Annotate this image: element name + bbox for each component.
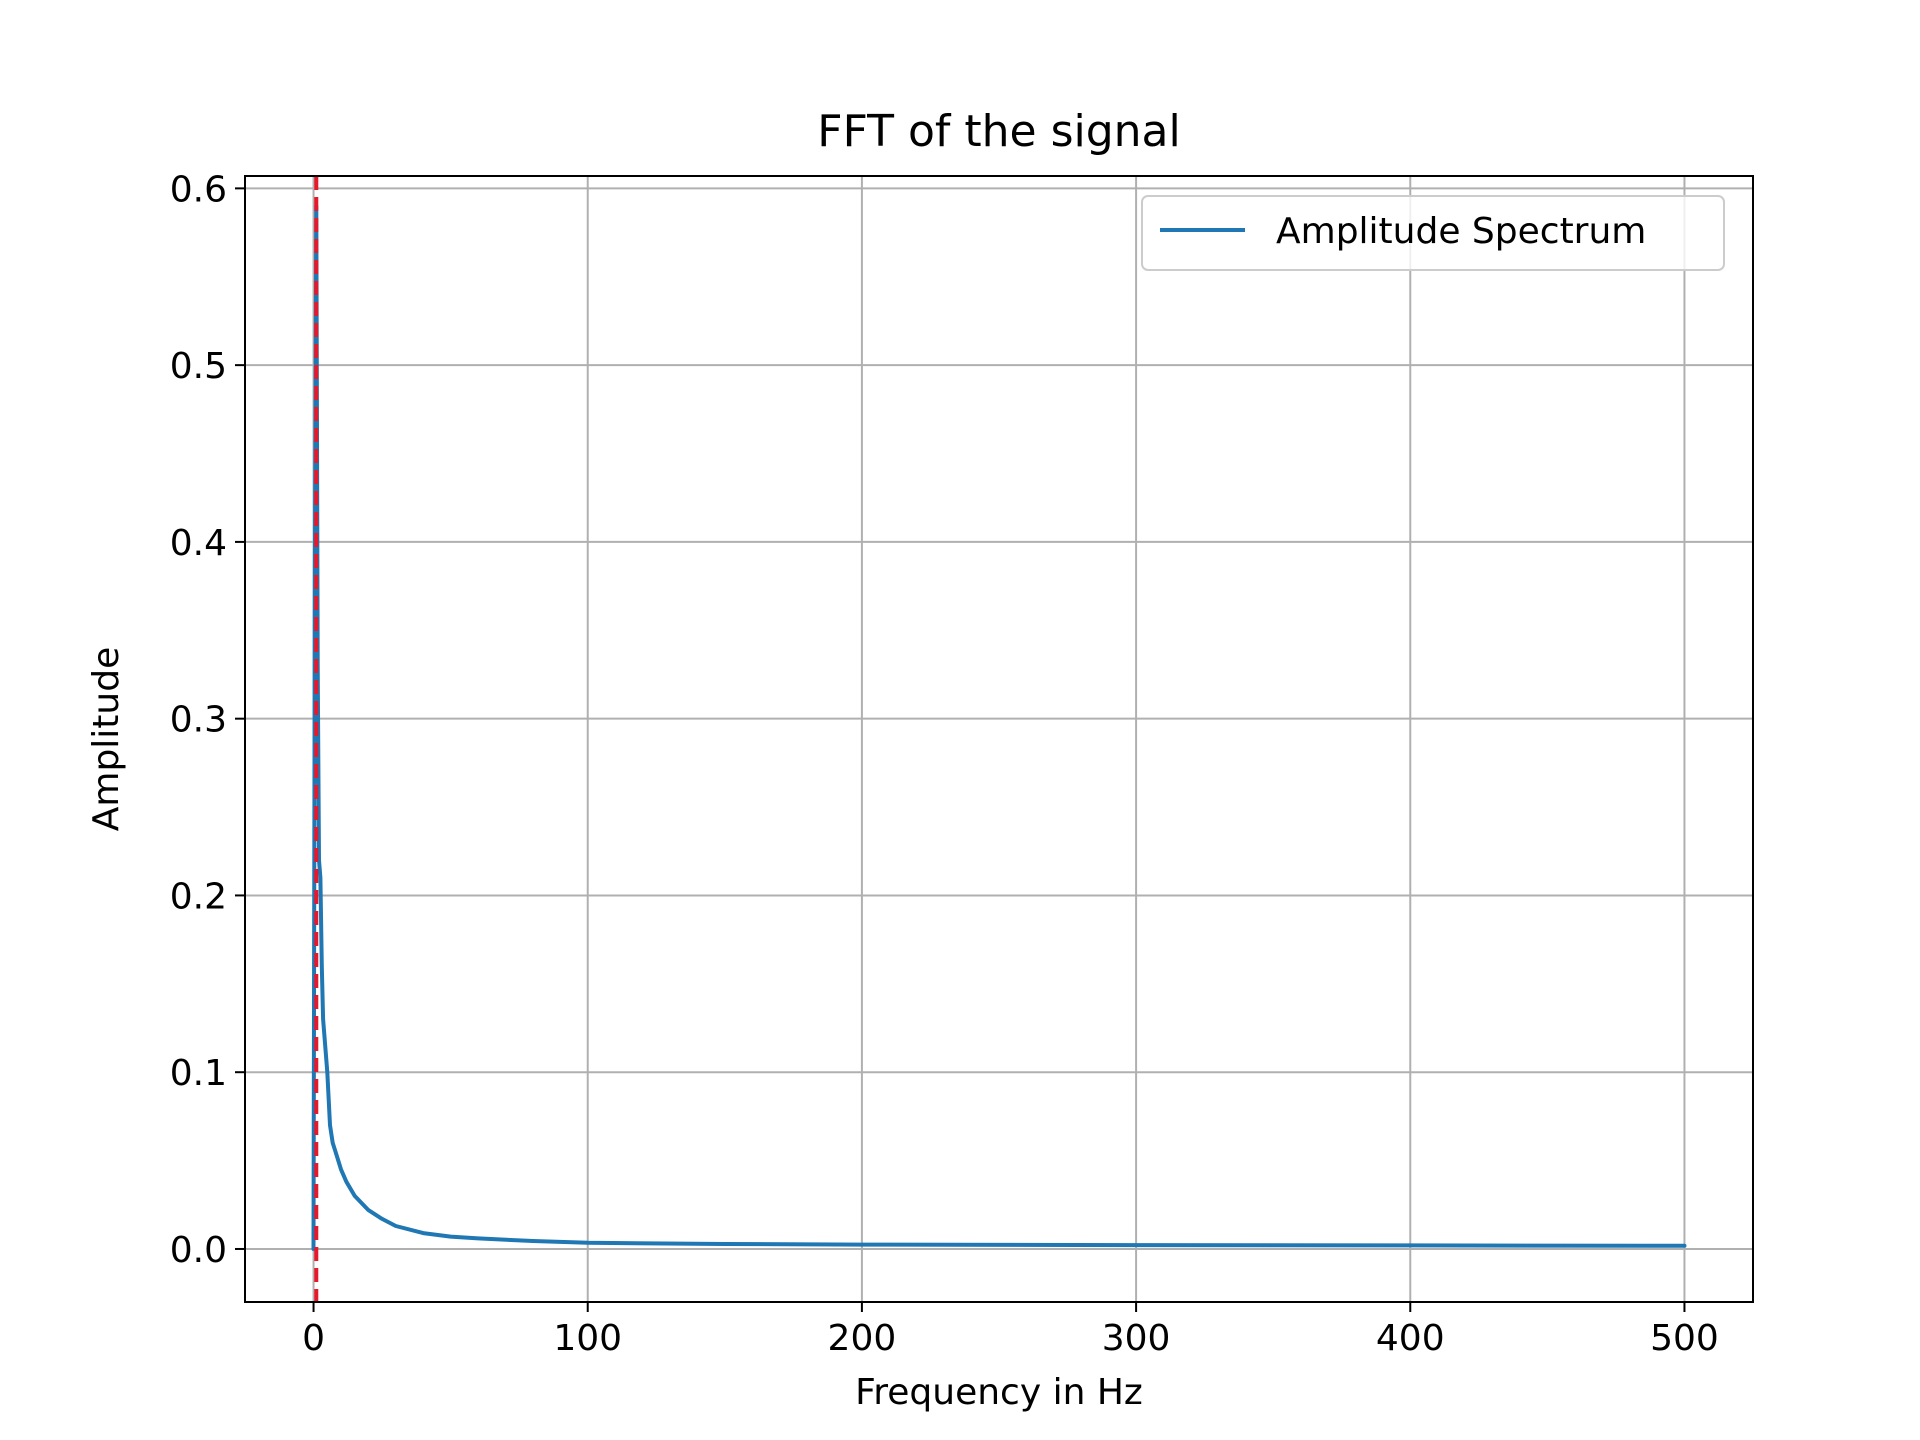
series-line-amplitude-spectrum [311,204,1687,1251]
x-tick-label: 100 [553,1318,622,1359]
y-tick-label: 0.6 [170,169,227,210]
y-tick-label: 0.5 [170,346,227,387]
y-tick-label: 0.4 [170,523,227,564]
y-axis-title: Amplitude [86,647,127,831]
x-tick-label: 0 [302,1318,325,1359]
chart-title: FFT of the signal [817,106,1180,157]
y-tick-label: 0.0 [170,1230,227,1271]
legend-label-amplitude-spectrum: Amplitude Spectrum [1276,211,1646,252]
x-axis-ticks: 0 100 200 300 400 500 [302,1302,1719,1359]
x-axis-title: Frequency in Hz [855,1372,1143,1413]
plot-area [311,176,1687,1302]
y-tick-label: 0.2 [170,876,227,917]
grid-lines [245,176,1753,1302]
x-tick-label: 500 [1650,1318,1719,1359]
plot-frame [244,175,1754,1303]
x-tick-label: 400 [1376,1318,1445,1359]
x-tick-label: 300 [1102,1318,1171,1359]
y-tick-label: 0.1 [170,1053,227,1094]
y-tick-label: 0.3 [170,700,227,741]
y-axis-ticks: 0.0 0.1 0.2 0.3 0.4 0.5 0.6 [170,169,245,1271]
axes [244,175,1754,1303]
legend: Amplitude Spectrum [1141,195,1725,271]
x-tick-label: 200 [828,1318,897,1359]
legend-box [1141,195,1725,271]
